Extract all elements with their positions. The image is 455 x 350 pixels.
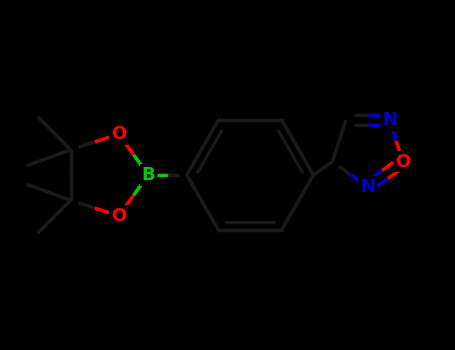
Text: O: O xyxy=(111,125,126,143)
Text: B: B xyxy=(142,166,155,184)
Text: N: N xyxy=(382,111,397,129)
Text: N: N xyxy=(360,178,375,196)
Text: O: O xyxy=(395,153,410,170)
Text: O: O xyxy=(111,207,126,225)
